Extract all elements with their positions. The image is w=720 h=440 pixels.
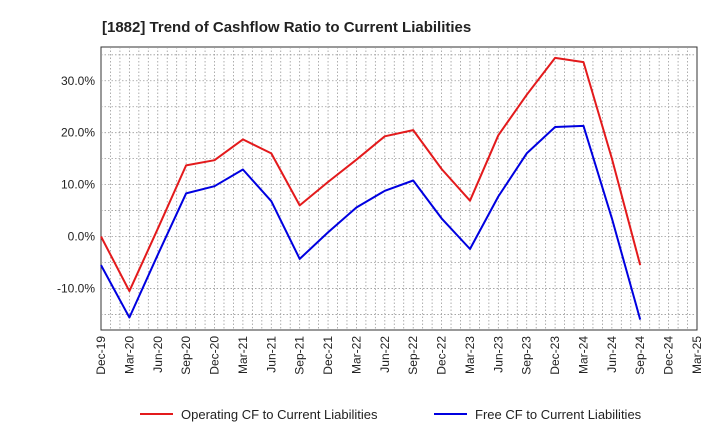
vertical-gridlines: [110, 47, 688, 330]
chart-title: [1882] Trend of Cashflow Ratio to Curren…: [102, 19, 471, 36]
x-tick-label: Sep-20: [179, 336, 193, 375]
y-tick-label: -10.0%: [57, 281, 95, 295]
x-tick-label: Dec-24: [662, 336, 676, 375]
x-tick-label: Jun-22: [378, 336, 392, 373]
x-tick-label: Mar-24: [576, 336, 590, 374]
series-line: [100, 56, 642, 293]
x-tick-label: Dec-19: [94, 336, 108, 375]
y-tick-label: 0.0%: [68, 230, 96, 244]
y-tick-label: 20.0%: [61, 126, 95, 140]
x-tick-label: Sep-21: [293, 336, 307, 375]
x-tick-label: Jun-24: [605, 336, 619, 373]
x-tick-label: Mar-23: [463, 336, 477, 374]
x-tick-label: Mar-22: [349, 336, 363, 374]
x-tick-label: Mar-21: [236, 336, 250, 374]
x-tick-label: Mar-20: [122, 336, 136, 374]
x-tick-label: Jun-20: [151, 336, 165, 373]
x-axis-tick-labels: Dec-19 Mar-20 Jun-20 Sep-20 Dec-20 Mar-21 Jun-…: [94, 336, 704, 375]
x-tick-label: Dec-23: [548, 336, 562, 375]
x-tick-label: Mar-25: [690, 336, 704, 374]
y-axis-tick-labels: 30.0% 20.0% 10.0% 0.0% -10.0%: [57, 74, 95, 296]
series-line: [100, 124, 642, 320]
plot-area: [100, 46, 698, 331]
legend-label: Free CF to Current Liabilities: [475, 407, 642, 422]
series-lines: [100, 56, 642, 320]
y-tick-label: 30.0%: [61, 74, 95, 88]
y-tick-label: 10.0%: [61, 178, 95, 192]
x-tick-label: Jun-21: [264, 336, 278, 373]
x-tick-label: Jun-23: [491, 336, 505, 373]
x-tick-label: Sep-23: [520, 336, 534, 375]
x-tick-label: Dec-22: [435, 336, 449, 375]
x-tick-label: Sep-22: [406, 336, 420, 375]
x-tick-label: Dec-20: [208, 336, 222, 375]
x-tick-label: Dec-21: [321, 336, 335, 375]
x-tick-label: Sep-24: [633, 336, 647, 375]
legend: Operating CF to Current Liabilities Free …: [140, 407, 642, 422]
legend-label: Operating CF to Current Liabilities: [181, 407, 378, 422]
